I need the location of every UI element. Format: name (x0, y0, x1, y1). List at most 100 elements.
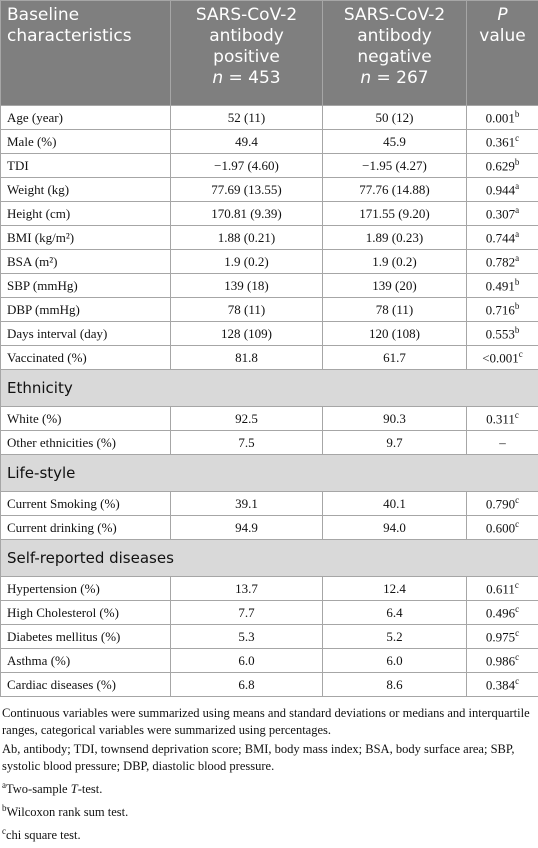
p-note: b (514, 108, 520, 119)
n-symbol: n (360, 68, 372, 88)
section-title: Ethnicity (0, 369, 538, 407)
data-row: White (%) 92.5 90.3 0.311c (0, 406, 538, 431)
p-value: 0.629 (485, 158, 515, 174)
positive-value: 13.7 (170, 576, 323, 601)
p-value: <0.001 (482, 350, 519, 366)
n-symbol: n (212, 68, 224, 88)
section-row: Ethnicity (0, 369, 538, 407)
p-value: 0.307 (485, 206, 516, 222)
p-note: b (514, 324, 520, 335)
footnote: Continuous variables were summarized usi… (2, 705, 536, 739)
data-row: Current Smoking (%) 39.1 40.1 0.790c (0, 491, 538, 516)
data-row: SBP (mmHg) 139 (18) 139 (20) 0.491b (0, 273, 538, 298)
p-note: c (515, 651, 520, 662)
data-row: Height (cm) 170.81 (9.39) 171.55 (9.20) 0.3… (0, 201, 538, 226)
positive-value: −1.97 (4.60) (170, 153, 323, 178)
negative-value: −1.95 (4.27) (322, 153, 467, 178)
data-row: BMI (kg/m²) 1.88 (0.21) 1.89 (0.23) 0.744a (0, 225, 538, 250)
p-note: c (515, 627, 520, 638)
data-row: DBP (mmHg) 78 (11) 78 (11) 0.716b (0, 297, 538, 322)
p-cell: – (466, 430, 538, 455)
header-text: SARS-CoV-2 antibody negative (343, 5, 446, 67)
negative-value: 6.0 (322, 648, 467, 673)
footnote-text: chi square test. (6, 828, 81, 843)
p-note: b (514, 276, 520, 287)
footnote-text: Continuous variables were summarized usi… (2, 706, 530, 737)
p-cell: 0.782a (466, 249, 538, 274)
row-label: Current Smoking (%) (0, 491, 171, 516)
table: Baseline characteristics SARS-CoV-2 antib… (0, 0, 538, 697)
p-cell: 0.361c (466, 129, 538, 154)
data-row: TDI −1.97 (4.60) −1.95 (4.27) 0.629b (0, 153, 538, 178)
positive-value: 6.8 (170, 672, 323, 697)
positive-value: 77.69 (13.55) (170, 177, 323, 202)
p-value: 0.384 (485, 677, 516, 693)
footnote: bWilcoxon rank sum test. (2, 800, 536, 821)
p-cell: 0.001b (466, 105, 538, 130)
section-title: Life-style (0, 454, 538, 492)
footnote: Ab, antibody; TDI, townsend deprivation … (2, 741, 536, 775)
data-row: Hypertension (%) 13.7 12.4 0.611c (0, 576, 538, 601)
negative-value: 45.9 (322, 129, 467, 154)
p-note: a (515, 180, 520, 191)
p-cell: 0.744a (466, 225, 538, 250)
row-label: High Cholesterol (%) (0, 600, 171, 625)
header-row: Baseline characteristics SARS-CoV-2 antib… (0, 0, 538, 106)
positive-value: 92.5 (170, 406, 323, 431)
footnote-mark: a (2, 780, 6, 790)
header-cell: SARS-CoV-2 antibody positive n = 453 (170, 0, 323, 106)
p-value: 0.491 (485, 278, 515, 294)
footnote: cchi square test. (2, 823, 536, 844)
row-label: Height (cm) (0, 201, 171, 226)
header-cell: Baseline characteristics (0, 0, 171, 106)
p-cell: 0.496c (466, 600, 538, 625)
negative-value: 12.4 (322, 576, 467, 601)
negative-value: 40.1 (322, 491, 467, 516)
positive-value: 81.8 (170, 345, 323, 370)
footnote: aTwo-sample T-test. (2, 777, 536, 798)
p-value: 0.744 (485, 230, 516, 246)
row-label: Days interval (day) (0, 321, 171, 346)
p-cell: 0.307a (466, 201, 538, 226)
footnote-text: Two-sample (6, 782, 71, 797)
p-cell: 0.384c (466, 672, 538, 697)
data-row: BSA (m²) 1.9 (0.2) 1.9 (0.2) 0.782a (0, 249, 538, 274)
negative-value: 8.6 (322, 672, 467, 697)
negative-value: 50 (12) (322, 105, 467, 130)
row-label: Asthma (%) (0, 648, 171, 673)
n-text: = 267 (376, 68, 429, 88)
p-note: c (514, 409, 519, 420)
data-row: Days interval (day) 128 (109) 120 (108) 0.5… (0, 321, 538, 346)
negative-value: 9.7 (322, 430, 467, 455)
negative-value: 1.89 (0.23) (322, 225, 467, 250)
section-row: Self-reported diseases (0, 539, 538, 577)
row-label: Male (%) (0, 129, 171, 154)
footnote-text: Wilcoxon rank sum test. (6, 805, 129, 820)
data-row: Cardiac diseases (%) 6.8 8.6 0.384c (0, 672, 538, 697)
p-note: c (515, 675, 520, 686)
p-value: 0.782 (485, 254, 516, 270)
p-note: b (514, 300, 520, 311)
p-value: 0.001 (485, 110, 515, 126)
negative-value: 94.0 (322, 515, 467, 540)
negative-value: 78 (11) (322, 297, 467, 322)
row-label: Diabetes mellitus (%) (0, 624, 171, 649)
positive-value: 39.1 (170, 491, 323, 516)
row-label: Age (year) (0, 105, 171, 130)
data-row: Current drinking (%) 94.9 94.0 0.600c (0, 515, 538, 540)
row-label: Other ethnicities (%) (0, 430, 171, 455)
positive-value: 52 (11) (170, 105, 323, 130)
p-value: – (499, 434, 506, 450)
data-row: Diabetes mellitus (%) 5.3 5.2 0.975c (0, 624, 538, 649)
p-value: 0.361 (485, 134, 516, 150)
p-value: 0.496 (485, 605, 516, 621)
row-label: BMI (kg/m²) (0, 225, 171, 250)
p-value: 0.311 (486, 411, 515, 427)
p-note: c (515, 132, 520, 143)
negative-value: 139 (20) (322, 273, 467, 298)
p-cell: 0.491b (466, 273, 538, 298)
negative-value: 90.3 (322, 406, 467, 431)
header-text: Baseline characteristics (7, 5, 132, 46)
